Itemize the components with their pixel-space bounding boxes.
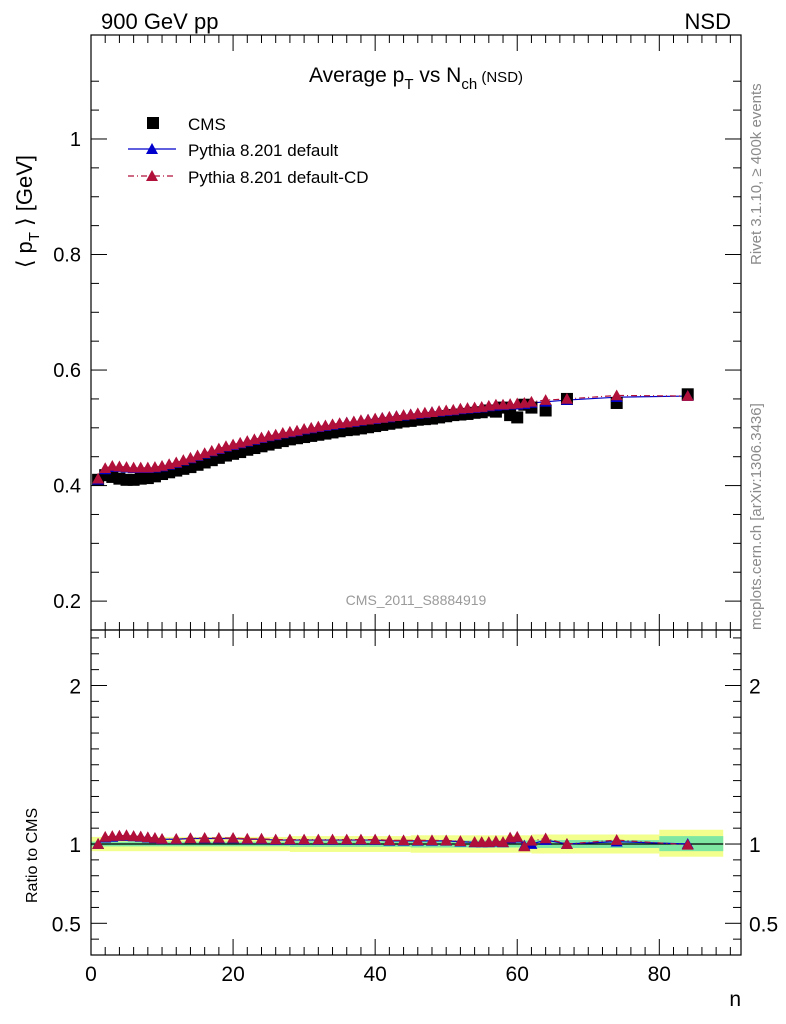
ratio-point-pythia-8-201-default-cd <box>454 835 467 846</box>
ratio-point-pythia-8-201-default-cd <box>148 832 161 843</box>
ratio-point-pythia-8-201-default-cd <box>397 834 410 846</box>
ratio-point-pythia-8-201-default-cd <box>681 838 694 850</box>
ratio-point-pythia-8-201-default-cd <box>383 834 396 846</box>
main-point-pythia-8-201-default-cd <box>92 472 105 484</box>
main-y-tick-label: 0.8 <box>53 245 81 267</box>
ratio-point-pythia-8-201-default-cd <box>269 833 282 845</box>
ratio-point-pythia-8-201-default-cd <box>283 833 296 845</box>
main-point-cms <box>511 411 524 424</box>
legend: CMS Pythia 8.201 default Pythia 8.201 de… <box>128 115 369 187</box>
ratio-point-pythia-8-201-default-cd <box>184 832 197 844</box>
x-tick-label: 60 <box>506 963 529 986</box>
chart-marks: 0.20.40.60.810.5 0.51 12 20 20 40 60 80 <box>52 34 778 986</box>
main-ylabel: ⟨ pT ⟩ [GeV] <box>12 155 43 268</box>
main-point-pythia-8-201-default-cd <box>610 389 623 401</box>
legend-marker-pythia-default-cd <box>146 170 158 181</box>
ratio-y-tick-label-right: 0.5 <box>749 913 778 936</box>
ratio-point-pythia-8-201-default-cd <box>198 832 211 843</box>
legend-marker-cms <box>147 117 159 129</box>
ratio-point-pythia-8-201-default-cd <box>525 834 538 846</box>
ratio-point-pythia-8-201-default-cd <box>425 834 438 846</box>
main-title: Average pT vs Nch (NSD) <box>309 64 523 93</box>
main-point-pythia-8-201-default-cd <box>525 395 538 407</box>
ratio-point-pythia-8-201-default-cd <box>411 834 424 846</box>
ratio-y-tick-label-left: 0.5 <box>52 913 81 936</box>
ratio-point-pythia-8-201-default-cd <box>489 835 502 846</box>
ratio-point-pythia-8-201-default-cd <box>298 833 311 845</box>
ratio-point-pythia-8-201-default-cd <box>539 832 552 844</box>
ratio-point-pythia-8-201-default-cd <box>120 829 133 841</box>
ratio-point-pythia-8-201-default-cd <box>511 830 524 842</box>
x-tick-label: 80 <box>648 963 671 986</box>
ratio-point-pythia-8-201-default-cd <box>241 832 254 844</box>
source-info-label: mcplots.cern.ch [arXiv:1306.3436] <box>748 403 765 630</box>
main-point-pythia-8-201-default-cd <box>539 394 552 405</box>
ratio-point-pythia-8-201-default-cd <box>340 833 353 845</box>
ratio-point-pythia-8-201-default-cd <box>354 833 367 845</box>
ratio-point-pythia-8-201-default-cd <box>156 832 169 844</box>
main-y-tick-label: 1 <box>70 129 81 151</box>
ratio-point-pythia-8-201-default-cd <box>312 833 325 845</box>
legend-label-pythia-default-cd: Pythia 8.201 default-CD <box>188 168 369 187</box>
ratio-ylabel: Ratio to CMS <box>24 808 41 903</box>
ratio-point-pythia-8-201-default-cd <box>212 832 225 843</box>
energy-label: 900 GeV pp <box>101 9 218 34</box>
legend-label-cms: CMS <box>188 115 226 134</box>
ratio-point-pythia-8-201-default-cd <box>170 832 183 844</box>
ratio-point-pythia-8-201-default-cd <box>326 833 339 845</box>
x-tick-label: 0 <box>85 963 97 986</box>
main-point-pythia-8-201-default-cd <box>560 392 573 404</box>
ratio-point-pythia-8-201-default-cd <box>255 832 268 844</box>
ratio-point-pythia-8-201-default-cd <box>369 833 382 845</box>
ratio-point-pythia-8-201-default-cd <box>497 836 510 847</box>
ratio-y-tick-label-right: 1 <box>749 834 761 857</box>
legend-marker-pythia-default <box>146 143 158 154</box>
ratio-point-pythia-8-201-default-cd <box>518 840 531 852</box>
ratio-point-pythia-8-201-default-cd <box>560 838 573 849</box>
main-y-tick-label: 0.6 <box>53 360 81 382</box>
main-point-cms <box>539 404 552 417</box>
legend-label-pythia-default: Pythia 8.201 default <box>188 141 339 160</box>
main-y-tick-label: 0.4 <box>53 476 81 498</box>
ratio-point-pythia-8-201-default-cd <box>92 838 105 849</box>
main-y-tick-label: 0.2 <box>53 591 81 613</box>
ratio-y-tick-label-left: 1 <box>69 834 81 857</box>
x-axis-label: n <box>729 988 741 1011</box>
rivet-info-label: Rivet 3.1.10, ≥ 400k events <box>748 83 765 265</box>
ratio-y-tick-label-left: 2 <box>69 675 81 698</box>
ratio-y-tick-label-right: 2 <box>749 675 761 698</box>
ratio-plot-frame <box>90 629 742 956</box>
main-point-pythia-8-201-default-cd <box>681 390 694 401</box>
process-label: NSD <box>685 9 731 34</box>
ratio-point-pythia-8-201-default-cd <box>134 830 147 842</box>
analysis-label: CMS_2011_S8884919 <box>346 592 487 608</box>
x-tick-label: 40 <box>363 963 386 986</box>
ratio-point-pythia-8-201-default-cd <box>440 834 453 846</box>
x-tick-label: 20 <box>221 963 244 986</box>
ratio-point-pythia-8-201-default-cd <box>227 832 240 843</box>
ratio-point-pythia-8-201-default-cd <box>610 834 623 845</box>
